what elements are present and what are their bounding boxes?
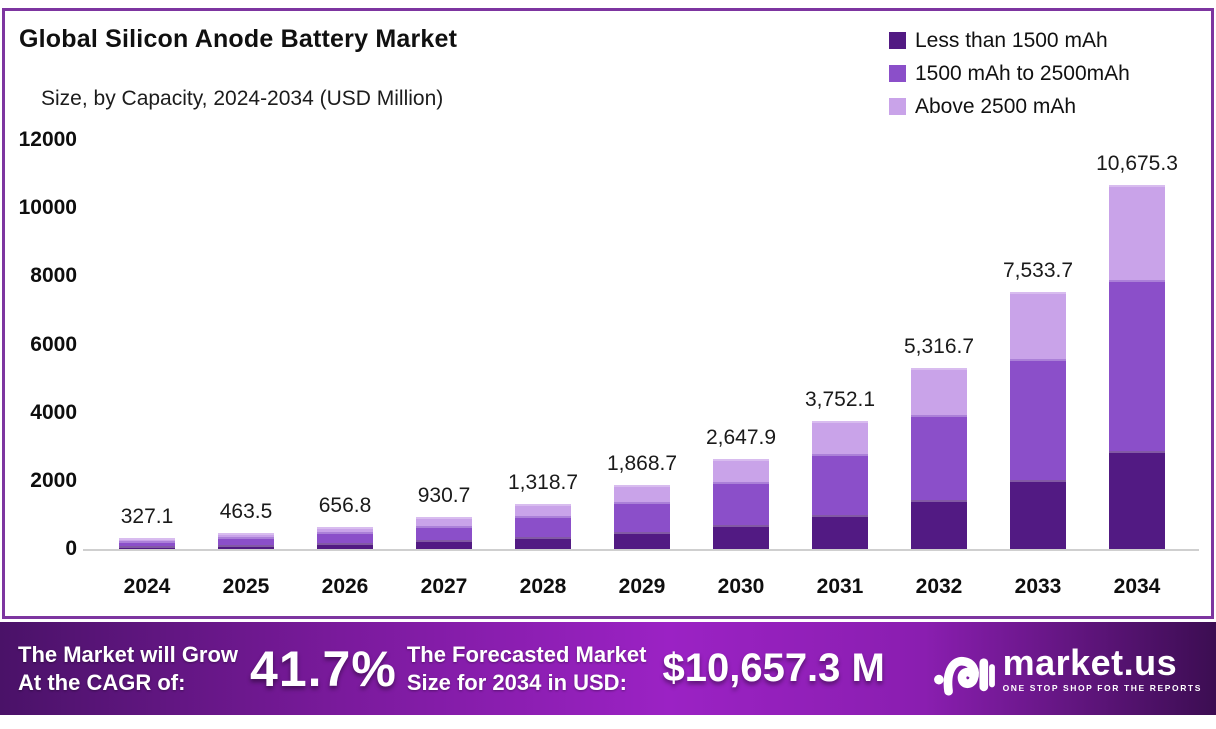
bar-2031 bbox=[812, 421, 868, 549]
bar-segment-2029-above-2500-mah bbox=[614, 485, 670, 502]
bar-segment-2028-above-2500-mah bbox=[515, 504, 571, 516]
cagr-value: 41.7% bbox=[250, 640, 397, 697]
x-axis-tick-2024: 2024 bbox=[123, 575, 171, 598]
forecast-label: The Forecasted Market Size for 2034 in U… bbox=[406, 641, 647, 695]
x-axis-tick-2034: 2034 bbox=[1113, 575, 1161, 598]
brand-tagline: ONE STOP SHOP FOR THE REPORTS bbox=[1002, 682, 1202, 693]
bar-segment-2032-above-2500-mah bbox=[911, 367, 967, 415]
bar-segment-2024-less-than-1500-mah bbox=[119, 545, 175, 549]
bar-segment-2034-less-than-1500-mah bbox=[1109, 451, 1165, 549]
bar-value-label-2032: 5,316.7 bbox=[903, 334, 975, 358]
bar-value-label-2034: 10,675.3 bbox=[1096, 152, 1178, 176]
x-axis-tick-2033: 2033 bbox=[1014, 575, 1062, 598]
chart-title: Global Silicon Anode Battery Market bbox=[19, 25, 458, 53]
legend-label: Above 2500 mAh bbox=[915, 94, 1077, 118]
bar-segment-2029-1500-mah-to-2500mah bbox=[614, 501, 670, 532]
bar-segment-2026-less-than-1500-mah bbox=[317, 542, 373, 549]
bar-segment-2027-less-than-1500-mah bbox=[416, 540, 472, 549]
bar-segment-2032-1500-mah-to-2500mah bbox=[911, 414, 967, 501]
bar-segment-2033-1500-mah-to-2500mah bbox=[1010, 358, 1066, 481]
bar-segment-2027-above-2500-mah bbox=[416, 517, 472, 526]
marketus-logo-icon bbox=[933, 656, 995, 696]
bar-segment-2031-above-2500-mah bbox=[812, 421, 868, 455]
bar-segment-2026-above-2500-mah bbox=[317, 526, 373, 533]
legend-label: Less than 1500 mAh bbox=[915, 28, 1108, 52]
legend-item-above-2500: Above 2500 mAh bbox=[889, 90, 1130, 123]
chart-subtitle: Size, by Capacity, 2024-2034 (USD Millio… bbox=[41, 87, 444, 110]
x-axis-tick-2028: 2028 bbox=[519, 575, 567, 598]
bar-segment-2030-above-2500-mah bbox=[713, 458, 769, 483]
legend-label: 1500 mAh to 2500mAh bbox=[915, 61, 1130, 85]
bar-value-label-2030: 2,647.9 bbox=[705, 425, 777, 449]
x-axis-tick-2030: 2030 bbox=[717, 575, 765, 598]
bar-2026 bbox=[317, 526, 373, 549]
chart-card: Global Silicon Anode Battery Market Size… bbox=[2, 8, 1214, 619]
bar-segment-2029-less-than-1500-mah bbox=[614, 531, 670, 549]
bar-value-label-2025: 463.5 bbox=[219, 500, 273, 524]
cagr-label: The Market will Grow At the CAGR of: bbox=[18, 641, 239, 695]
legend-swatch-light-purple bbox=[889, 98, 906, 115]
bar-segment-2025-above-2500-mah bbox=[218, 533, 274, 538]
bar-value-label-2026: 656.8 bbox=[318, 493, 372, 517]
x-axis-tick-2032: 2032 bbox=[915, 575, 963, 598]
y-axis-tick-4000: 4000 bbox=[30, 400, 77, 424]
bar-2027 bbox=[416, 517, 472, 549]
bar-value-label-2027: 930.7 bbox=[417, 484, 471, 508]
bar-2032 bbox=[911, 367, 967, 549]
bar-segment-2033-above-2500-mah bbox=[1010, 292, 1066, 359]
y-axis-tick-12000: 12000 bbox=[18, 128, 77, 151]
x-axis-tick-2029: 2029 bbox=[618, 575, 666, 598]
footer-banner: The Market will Grow At the CAGR of: 41.… bbox=[0, 622, 1216, 715]
y-axis-tick-2000: 2000 bbox=[30, 468, 77, 492]
bar-segment-2026-1500-mah-to-2500mah bbox=[317, 532, 373, 543]
bar-segment-2025-1500-mah-to-2500mah bbox=[218, 537, 274, 545]
legend-item-less-than-1500: Less than 1500 mAh bbox=[889, 24, 1130, 57]
bar-segment-2027-1500-mah-to-2500mah bbox=[416, 525, 472, 541]
legend-swatch-dark-purple bbox=[889, 32, 906, 49]
bar-value-label-2029: 1,868.7 bbox=[606, 452, 678, 476]
bar-2024 bbox=[119, 537, 175, 549]
x-axis-line bbox=[83, 549, 1199, 551]
y-axis-tick-8000: 8000 bbox=[30, 264, 77, 288]
brand-logo: market.us ONE STOP SHOP FOR THE REPORTS bbox=[933, 641, 1202, 697]
bar-value-label-2031: 3,752.1 bbox=[804, 388, 876, 412]
bar-value-label-2024: 327.1 bbox=[120, 504, 174, 528]
y-axis-tick-10000: 10000 bbox=[18, 196, 77, 220]
bar-2028 bbox=[515, 504, 571, 549]
bar-2034 bbox=[1109, 185, 1165, 549]
y-axis-tick-6000: 6000 bbox=[30, 332, 77, 356]
bar-value-label-2028: 1,318.7 bbox=[507, 471, 579, 495]
bar-2025 bbox=[218, 533, 274, 549]
bar-value-label-2033: 7,533.7 bbox=[1002, 259, 1074, 283]
bar-segment-2031-1500-mah-to-2500mah bbox=[812, 454, 868, 515]
x-axis-tick-2027: 2027 bbox=[420, 575, 468, 598]
bar-segment-2028-less-than-1500-mah bbox=[515, 536, 571, 549]
bar-2033 bbox=[1010, 292, 1066, 549]
bar-2029 bbox=[614, 485, 670, 549]
x-axis-tick-2031: 2031 bbox=[816, 575, 864, 598]
bar-segment-2034-above-2500-mah bbox=[1109, 185, 1165, 280]
y-axis-tick-0: 0 bbox=[65, 537, 77, 560]
x-axis-tick-2025: 2025 bbox=[222, 575, 270, 598]
x-axis-tick-2026: 2026 bbox=[321, 575, 369, 598]
bar-segment-2031-less-than-1500-mah bbox=[812, 514, 868, 549]
bar-segment-2030-1500-mah-to-2500mah bbox=[713, 482, 769, 525]
bar-segment-2024-above-2500-mah bbox=[119, 537, 175, 541]
bar-segment-2025-less-than-1500-mah bbox=[218, 544, 274, 549]
bar-segment-2024-1500-mah-to-2500mah bbox=[119, 540, 175, 546]
legend-item-1500-to-2500: 1500 mAh to 2500mAh bbox=[889, 57, 1130, 90]
legend: Less than 1500 mAh 1500 mAh to 2500mAh A… bbox=[889, 24, 1130, 123]
bar-segment-2032-less-than-1500-mah bbox=[911, 500, 967, 549]
bar-segment-2033-less-than-1500-mah bbox=[1010, 480, 1066, 549]
forecast-value: $10,657.3 M bbox=[662, 646, 885, 690]
bar-2030 bbox=[713, 458, 769, 549]
bar-segment-2030-less-than-1500-mah bbox=[713, 524, 769, 549]
bar-segment-2028-1500-mah-to-2500mah bbox=[515, 515, 571, 537]
brand-name: market.us bbox=[1002, 641, 1178, 683]
legend-swatch-medium-purple bbox=[889, 65, 906, 82]
bar-segment-2034-1500-mah-to-2500mah bbox=[1109, 279, 1165, 452]
